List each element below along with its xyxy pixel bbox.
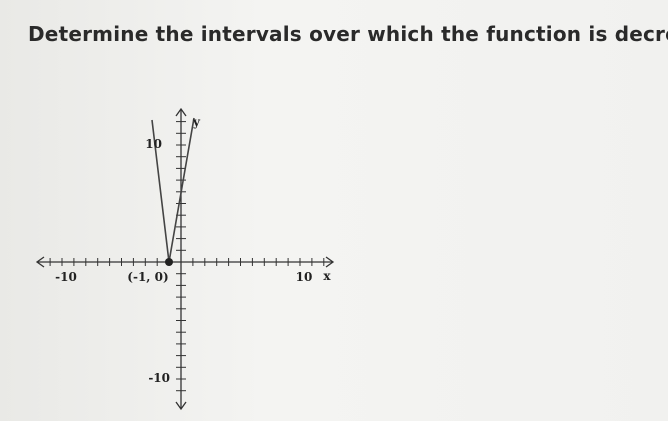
vertex-label: (-1, 0) bbox=[127, 270, 168, 284]
ticks bbox=[49, 121, 325, 392]
y-label-bottom: -10 bbox=[148, 371, 170, 385]
x-axis-name: x bbox=[323, 269, 331, 283]
y-arrow-down bbox=[175, 401, 187, 411]
x-arrow-left bbox=[35, 256, 45, 268]
vertex-point bbox=[165, 258, 173, 266]
y-label-top: 10 bbox=[145, 137, 162, 151]
x-label-right: 10 bbox=[296, 270, 313, 284]
x-label-left: -10 bbox=[55, 270, 77, 284]
x-arrow-right bbox=[325, 256, 335, 268]
y-arrow-up bbox=[175, 107, 187, 117]
question: Determine the intervals over which the f… bbox=[28, 22, 668, 46]
y-axis-name: y bbox=[192, 115, 201, 129]
